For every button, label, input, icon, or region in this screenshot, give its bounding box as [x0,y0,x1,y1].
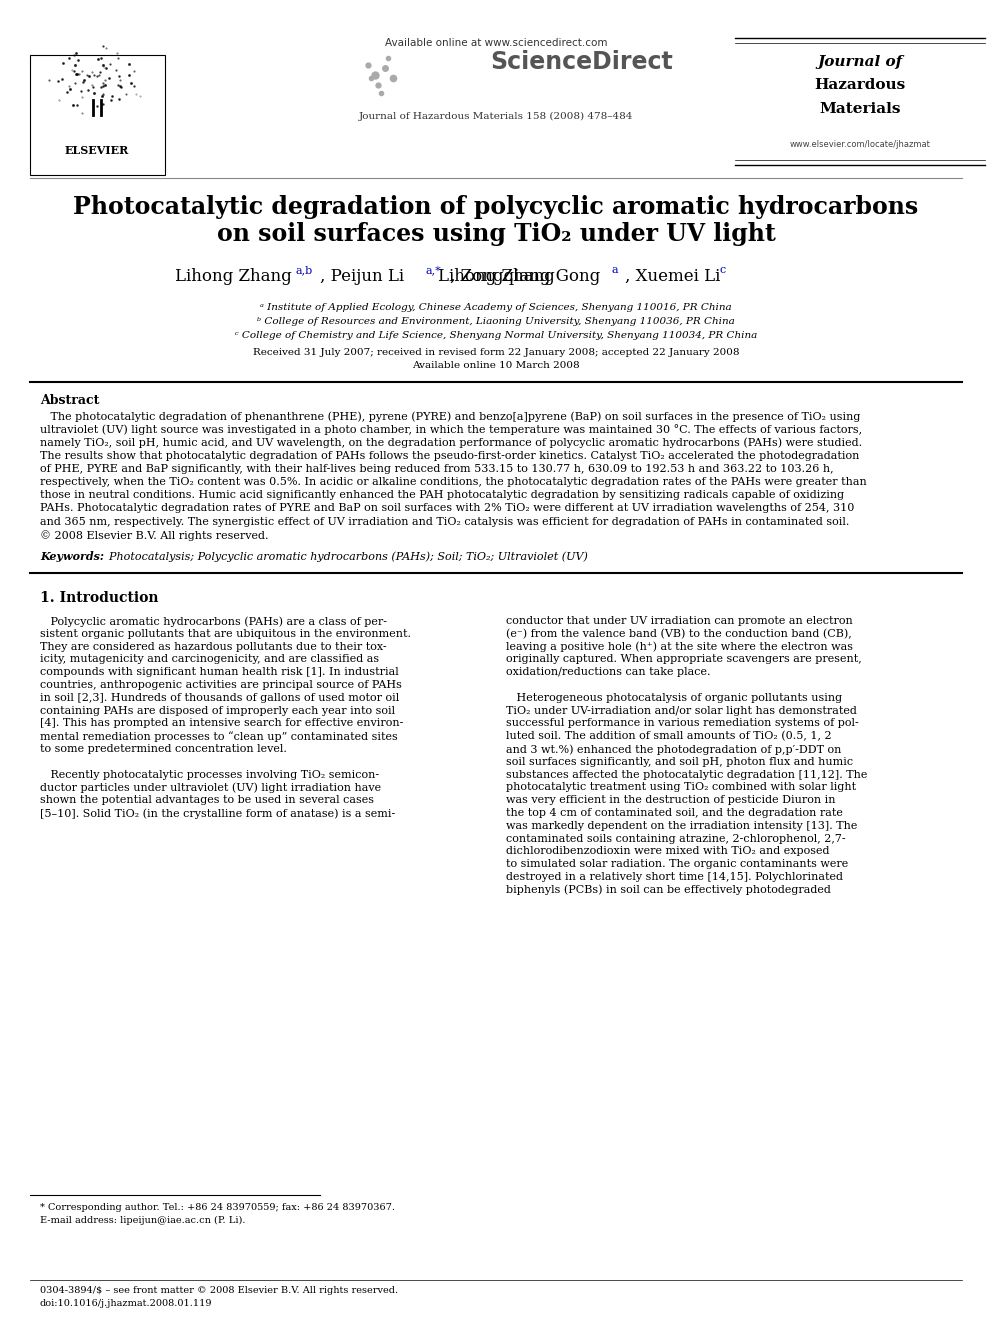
Text: E-mail address: lipeijun@iae.ac.cn (P. Li).: E-mail address: lipeijun@iae.ac.cn (P. L… [40,1216,245,1225]
Text: Heterogeneous photocatalysis of organic pollutants using: Heterogeneous photocatalysis of organic … [506,693,842,703]
Text: luted soil. The addition of small amounts of TiO₂ (0.5, 1, 2: luted soil. The addition of small amount… [506,732,831,742]
Text: ᶜ College of Chemistry and Life Science, Shenyang Normal University, Shenyang 11: ᶜ College of Chemistry and Life Science,… [235,331,757,340]
Text: Available online at www.sciencedirect.com: Available online at www.sciencedirect.co… [385,38,607,48]
Text: Abstract: Abstract [40,394,99,407]
Text: successful performance in various remediation systems of pol-: successful performance in various remedi… [506,718,859,729]
Text: c: c [720,265,726,275]
Text: Materials: Materials [819,102,901,116]
Text: on soil surfaces using TiO₂ under UV light: on soil surfaces using TiO₂ under UV lig… [216,222,776,246]
Text: ScienceDirect: ScienceDirect [490,50,673,74]
Text: The results show that photocatalytic degradation of PAHs follows the pseudo-firs: The results show that photocatalytic deg… [40,451,859,460]
Text: Journal of: Journal of [817,56,903,69]
Text: ELSEVIER: ELSEVIER [64,146,129,156]
Text: contaminated soils containing atrazine, 2-chlorophenol, 2,7-: contaminated soils containing atrazine, … [506,833,845,844]
Text: dichlorodibenzodioxin were mixed with TiO₂ and exposed: dichlorodibenzodioxin were mixed with Ti… [506,847,829,856]
Text: 1. Introduction: 1. Introduction [40,591,159,605]
Text: those in neutral conditions. Humic acid significantly enhanced the PAH photocata: those in neutral conditions. Humic acid … [40,491,844,500]
Text: mental remediation processes to “clean up” contaminated sites: mental remediation processes to “clean u… [40,732,398,742]
Text: oxidation/reductions can take place.: oxidation/reductions can take place. [506,667,710,677]
Text: destroyed in a relatively short time [14,15]. Polychlorinated: destroyed in a relatively short time [14… [506,872,843,882]
Text: a,*: a,* [425,265,440,275]
Text: compounds with significant human health risk [1]. In industrial: compounds with significant human health … [40,667,399,677]
Text: Lihong Zhang: Lihong Zhang [175,269,292,284]
Text: 0304-3894/$ – see front matter © 2008 Elsevier B.V. All rights reserved.: 0304-3894/$ – see front matter © 2008 El… [40,1286,398,1295]
Text: in soil [2,3]. Hundreds of thousands of gallons of used motor oil: in soil [2,3]. Hundreds of thousands of … [40,693,399,703]
Text: (e⁻) from the valence band (VB) to the conduction band (CB),: (e⁻) from the valence band (VB) to the c… [506,628,852,639]
Text: the top 4 cm of contaminated soil, and the degradation rate: the top 4 cm of contaminated soil, and t… [506,808,843,818]
Text: biphenyls (PCBs) in soil can be effectively photodegraded: biphenyls (PCBs) in soil can be effectiv… [506,885,831,896]
Text: , Peijun Li: , Peijun Li [320,269,404,284]
Text: [5–10]. Solid TiO₂ (in the crystalline form of anatase) is a semi-: [5–10]. Solid TiO₂ (in the crystalline f… [40,808,395,819]
Text: and 365 nm, respectively. The synergistic effect of UV irradiation and TiO₂ cata: and 365 nm, respectively. The synergisti… [40,516,849,527]
Text: [4]. This has prompted an intensive search for effective environ-: [4]. This has prompted an intensive sear… [40,718,404,729]
Text: They are considered as hazardous pollutants due to their tox-: They are considered as hazardous polluta… [40,642,387,652]
Text: Available online 10 March 2008: Available online 10 March 2008 [413,361,579,370]
Text: PAHs. Photocatalytic degradation rates of PYRE and BaP on soil surfaces with 2% : PAHs. Photocatalytic degradation rates o… [40,503,854,513]
Text: ultraviolet (UV) light source was investigated in a photo chamber, in which the : ultraviolet (UV) light source was invest… [40,425,862,435]
Text: Polycyclic aromatic hydrocarbons (PAHs) are a class of per-: Polycyclic aromatic hydrocarbons (PAHs) … [40,617,387,627]
Text: Photocatalysis; Polycyclic aromatic hydrocarbons (PAHs); Soil; TiO₂; Ultraviolet: Photocatalysis; Polycyclic aromatic hydr… [102,550,588,561]
Text: containing PAHs are disposed of improperly each year into soil: containing PAHs are disposed of improper… [40,705,395,716]
Text: sistent organic pollutants that are ubiquitous in the environment.: sistent organic pollutants that are ubiq… [40,628,411,639]
Text: was markedly dependent on the irradiation intensity [13]. The: was markedly dependent on the irradiatio… [506,820,857,831]
Text: to simulated solar radiation. The organic contaminants were: to simulated solar radiation. The organi… [506,859,848,869]
Text: soil surfaces significantly, and soil pH, photon flux and humic: soil surfaces significantly, and soil pH… [506,757,853,767]
Bar [30,56,165,175]
Text: , Xuemei Li: , Xuemei Li [625,269,720,284]
Text: ᵃ Institute of Applied Ecology, Chinese Academy of Sciences, Shenyang 110016, PR: ᵃ Institute of Applied Ecology, Chinese … [260,303,732,312]
Text: of PHE, PYRE and BaP significantly, with their half-lives being reduced from 533: of PHE, PYRE and BaP significantly, with… [40,464,833,474]
Text: respectively, when the TiO₂ content was 0.5%. In acidic or alkaline conditions, : respectively, when the TiO₂ content was … [40,478,867,487]
Text: Hazardous: Hazardous [814,78,906,93]
Text: countries, anthropogenic activities are principal source of PAHs: countries, anthropogenic activities are … [40,680,402,691]
Text: ductor particles under ultraviolet (UV) light irradiation have: ductor particles under ultraviolet (UV) … [40,782,381,792]
Text: icity, mutagenicity and carcinogenicity, and are classified as: icity, mutagenicity and carcinogenicity,… [40,655,379,664]
Text: , Zongqiang Gong: , Zongqiang Gong [450,269,600,284]
Text: ᵇ College of Resources and Environment, Liaoning University, Shenyang 110036, PR: ᵇ College of Resources and Environment, … [257,318,735,325]
Text: Received 31 July 2007; received in revised form 22 January 2008; accepted 22 Jan: Received 31 July 2007; received in revis… [253,348,739,357]
Text: namely TiO₂, soil pH, humic acid, and UV wavelength, on the degradation performa: namely TiO₂, soil pH, humic acid, and UV… [40,438,862,448]
Text: originally captured. When appropriate scavengers are present,: originally captured. When appropriate sc… [506,655,862,664]
Text: a: a [612,265,619,275]
Text: shown the potential advantages to be used in several cases: shown the potential advantages to be use… [40,795,374,806]
Text: doi:10.1016/j.jhazmat.2008.01.119: doi:10.1016/j.jhazmat.2008.01.119 [40,1299,212,1308]
Text: © 2008 Elsevier B.V. All rights reserved.: © 2008 Elsevier B.V. All rights reserved… [40,529,269,541]
Text: a,b: a,b [295,265,312,275]
Text: substances affected the photocatalytic degradation [11,12]. The: substances affected the photocatalytic d… [506,770,867,779]
Text: leaving a positive hole (h⁺) at the site where the electron was: leaving a positive hole (h⁺) at the site… [506,642,853,652]
Text: TiO₂ under UV-irradiation and/or solar light has demonstrated: TiO₂ under UV-irradiation and/or solar l… [506,705,857,716]
Text: to some predetermined concentration level.: to some predetermined concentration leve… [40,744,287,754]
Text: Keywords:: Keywords: [40,550,104,562]
Text: was very efficient in the destruction of pesticide Diuron in: was very efficient in the destruction of… [506,795,835,806]
Text: Recently photocatalytic processes involving TiO₂ semicon-: Recently photocatalytic processes involv… [40,770,379,779]
Text: Lihong Zhang: Lihong Zhang [437,269,555,284]
Text: photocatalytic treatment using TiO₂ combined with solar light: photocatalytic treatment using TiO₂ comb… [506,782,856,792]
Text: conductor that under UV irradiation can promote an electron: conductor that under UV irradiation can … [506,617,853,626]
Text: * Corresponding author. Tel.: +86 24 83970559; fax: +86 24 83970367.: * Corresponding author. Tel.: +86 24 839… [40,1203,395,1212]
Text: Photocatalytic degradation of polycyclic aromatic hydrocarbons: Photocatalytic degradation of polycyclic… [73,194,919,220]
Text: and 3 wt.%) enhanced the photodegradation of p,p′-DDT on: and 3 wt.%) enhanced the photodegradatio… [506,744,841,754]
Text: The photocatalytic degradation of phenanthrene (PHE), pyrene (PYRE) and benzo[a]: The photocatalytic degradation of phenan… [40,411,860,422]
Text: www.elsevier.com/locate/jhazmat: www.elsevier.com/locate/jhazmat [790,140,930,149]
Text: Journal of Hazardous Materials 158 (2008) 478–484: Journal of Hazardous Materials 158 (2008… [359,112,633,122]
